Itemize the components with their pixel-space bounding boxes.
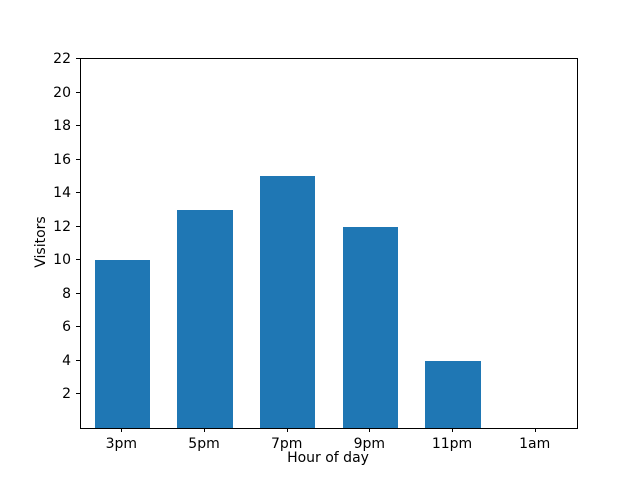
x-tick-label: 11pm bbox=[431, 436, 473, 452]
y-tick bbox=[76, 225, 80, 227]
y-tick bbox=[76, 259, 80, 261]
y-tick-label: 22 bbox=[53, 51, 71, 67]
x-tick bbox=[121, 428, 123, 432]
x-tick bbox=[204, 428, 205, 432]
y-tick bbox=[76, 192, 80, 194]
y-tick-label: 20 bbox=[53, 84, 71, 101]
x-tick bbox=[286, 428, 288, 432]
y-tick bbox=[76, 393, 80, 395]
x-tick bbox=[452, 428, 453, 432]
y-tick bbox=[76, 125, 80, 127]
x-tick bbox=[534, 428, 536, 432]
y-tick-label: 2 bbox=[62, 386, 71, 403]
y-tick bbox=[76, 359, 80, 361]
x-tick-label: 3pm bbox=[105, 436, 138, 452]
y-tick bbox=[76, 158, 80, 160]
y-tick bbox=[76, 326, 80, 328]
plot-area bbox=[80, 58, 578, 429]
x-axis-title: Hour of day bbox=[287, 450, 369, 466]
y-tick-label: 10 bbox=[53, 252, 71, 269]
y-tick bbox=[76, 58, 80, 59]
y-tick-label: 14 bbox=[53, 185, 71, 202]
x-tick-label: 1am bbox=[519, 436, 551, 452]
bar-7pm bbox=[259, 176, 316, 428]
x-tick-label: 5pm bbox=[188, 436, 220, 452]
y-tick-label: 18 bbox=[53, 118, 71, 135]
x-tick bbox=[369, 428, 371, 432]
y-axis-title: Visitors bbox=[33, 216, 49, 268]
x-tick-label: 7pm bbox=[270, 436, 303, 452]
x-tick-label: 9pm bbox=[353, 436, 386, 452]
y-tick-label: 16 bbox=[53, 151, 71, 168]
y-tick-label: 12 bbox=[53, 218, 71, 235]
bar-5pm bbox=[177, 209, 233, 428]
bar-3pm bbox=[94, 260, 150, 428]
y-tick-label: 6 bbox=[62, 319, 71, 336]
y-tick bbox=[76, 91, 80, 93]
y-tick-label: 8 bbox=[62, 285, 71, 302]
bar-11pm bbox=[425, 360, 481, 428]
y-tick-label: 4 bbox=[62, 352, 71, 369]
bar-9pm bbox=[342, 226, 398, 428]
y-tick bbox=[76, 292, 80, 294]
